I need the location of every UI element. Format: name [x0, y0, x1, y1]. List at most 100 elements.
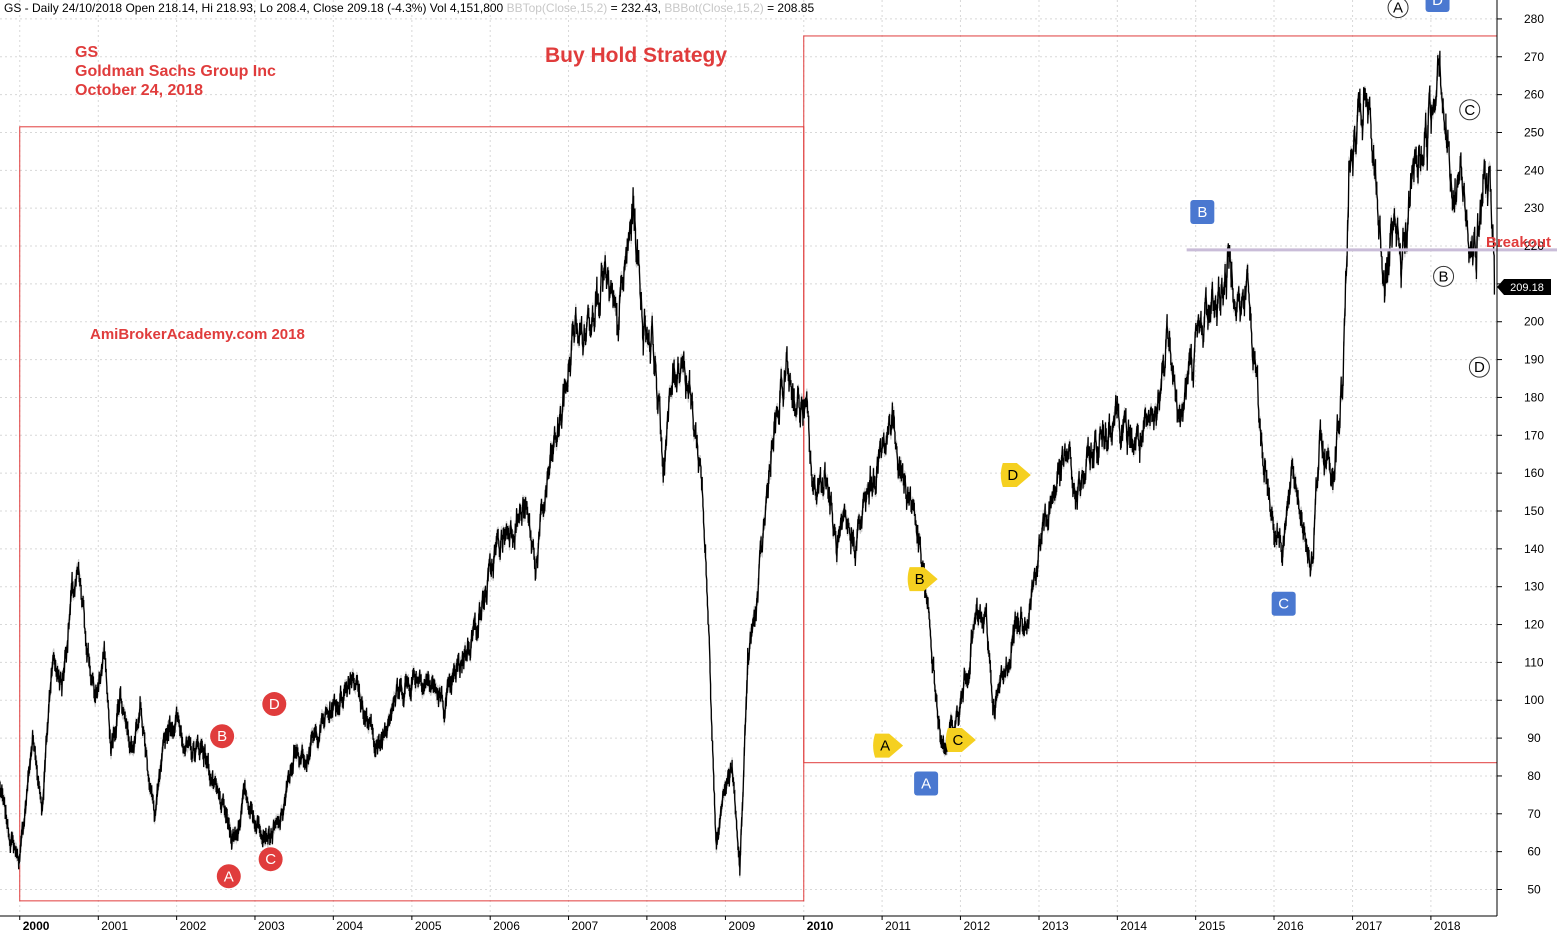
bollinger-bottom [0, 63, 1495, 878]
watermark: AmiBrokerAcademy.com 2018 [90, 326, 305, 343]
header-separator: - [21, 1, 33, 15]
marker-blue-c: C [1271, 591, 1296, 616]
y-tick-label: 170 [1524, 428, 1544, 442]
last-price-tag [1497, 278, 1551, 295]
marker-white-c: C [1459, 99, 1481, 121]
x-tick-label: 2010 [807, 919, 834, 933]
marker-shape [1000, 463, 1031, 488]
marker-blue-a: A [914, 771, 939, 796]
x-tick-label: 2018 [1434, 919, 1461, 933]
marker-white-a: A [1387, 0, 1409, 19]
marker-blue-b: B [1190, 199, 1215, 224]
marker-red-d: D [262, 692, 287, 717]
y-tick-label: 180 [1524, 390, 1544, 404]
marker-label: D [1007, 467, 1018, 484]
y-tick-label: 280 [1524, 12, 1544, 26]
x-tick-label: 2016 [1277, 919, 1304, 933]
y-axis: 50 60 70 80 90 100 110 120 130 140 150 160 170 180 190… [1496, 0, 1551, 916]
y-tick-label: 230 [1524, 201, 1544, 215]
marker-label: B [1197, 204, 1207, 221]
pattern-markers: A B C D A B C D A B C D A B C D [210, 0, 1490, 889]
y-tick-label: 110 [1524, 655, 1543, 669]
header-hi-label: Hi [201, 1, 213, 15]
marker-blue-d: D [1425, 0, 1450, 12]
marker-label: D [1474, 359, 1485, 376]
price-series [0, 50, 1496, 878]
x-tick-label: 2011 [885, 919, 911, 933]
y-tick-label: 50 [1527, 883, 1541, 897]
y-tick-label: 250 [1524, 125, 1544, 139]
x-tick-label: 2006 [493, 919, 520, 933]
marker-shape [945, 727, 976, 752]
header-hi-value: 218.93 [216, 1, 253, 15]
marker-label: D [1432, 0, 1443, 9]
header-bbbot-label: BBBot(Close,15,2) [664, 1, 764, 15]
header-open-label: Open [125, 1, 155, 15]
x-axis: 2000 2001 2002 2003 2004 2005 2006 2007 2008 2009… [0, 915, 1497, 933]
marker-shape [258, 847, 283, 872]
marker-shape [216, 864, 241, 889]
x-tick-label: 2007 [572, 919, 599, 933]
marker-label: C [952, 732, 963, 749]
y-tick-label: 140 [1524, 542, 1544, 556]
price-line [0, 50, 1496, 876]
x-tick-label: 2002 [180, 919, 207, 933]
range-box [19, 126, 805, 902]
marker-label: D [269, 696, 280, 713]
marker-label: C [1464, 102, 1475, 119]
marker-shape [1190, 199, 1215, 224]
marker-yellow-d: D [1000, 463, 1031, 488]
marker-white-d: D [1468, 356, 1490, 378]
header-vol-value: 4,151,800 [449, 1, 504, 15]
y-tick-label: 150 [1524, 504, 1544, 518]
header-symbol: GS [4, 1, 22, 15]
y-tick-label: 120 [1524, 618, 1544, 632]
y-tick-label: 60 [1527, 845, 1541, 859]
header-lo-value: 208.4 [276, 1, 307, 15]
marker-shape [1468, 356, 1490, 378]
header-lo-label: Lo [259, 1, 273, 15]
x-tick-label: 2004 [336, 919, 363, 933]
marker-shape [873, 733, 904, 758]
y-tick-label: 270 [1524, 50, 1544, 64]
y-tick-label: 240 [1524, 163, 1544, 177]
header-bbtop-value: = 232.43 [610, 1, 658, 15]
marker-label: C [1278, 596, 1289, 613]
y-tick-label: 200 [1524, 315, 1544, 329]
marker-yellow-b: B [907, 567, 938, 592]
x-tick-label: 2000 [23, 919, 50, 933]
marker-shape [914, 771, 939, 796]
marker-label: C [265, 851, 276, 868]
date-label: October 24, 2018 [75, 82, 204, 99]
marker-shape [907, 567, 938, 592]
marker-shape [1433, 265, 1455, 287]
marker-shape [1387, 0, 1409, 19]
company-label: Goldman Sachs Group Inc [75, 63, 276, 80]
strategy-title: Buy Hold Strategy [545, 44, 728, 67]
x-tick-label: 2008 [650, 919, 677, 933]
marker-yellow-c: C [945, 727, 976, 752]
marker-label: A [880, 738, 890, 755]
marker-shape [262, 692, 287, 717]
header-close-value: 209.18 [347, 1, 384, 15]
last-price-text: 209.18 [1510, 282, 1544, 294]
y-tick-label: 260 [1524, 88, 1544, 102]
marker-shape [1425, 0, 1450, 12]
y-tick-label: 100 [1524, 693, 1544, 707]
header-bbbot-value: = 208.85 [767, 1, 815, 15]
marker-label: A [224, 868, 234, 885]
breakout-label: Breakout [1486, 234, 1552, 251]
x-tick-label: 2013 [1042, 919, 1069, 933]
x-tick-label: 2014 [1120, 919, 1147, 933]
marker-shape [1459, 99, 1481, 121]
y-tick-label: 70 [1527, 807, 1541, 821]
marker-red-a: A [216, 864, 241, 889]
marker-label: A [1393, 0, 1403, 17]
range-box [803, 35, 1498, 764]
header-period: Daily [32, 1, 59, 15]
x-tick-label: 2017 [1356, 919, 1383, 933]
marker-label: B [915, 571, 925, 588]
ticker-label: GS [75, 44, 99, 61]
